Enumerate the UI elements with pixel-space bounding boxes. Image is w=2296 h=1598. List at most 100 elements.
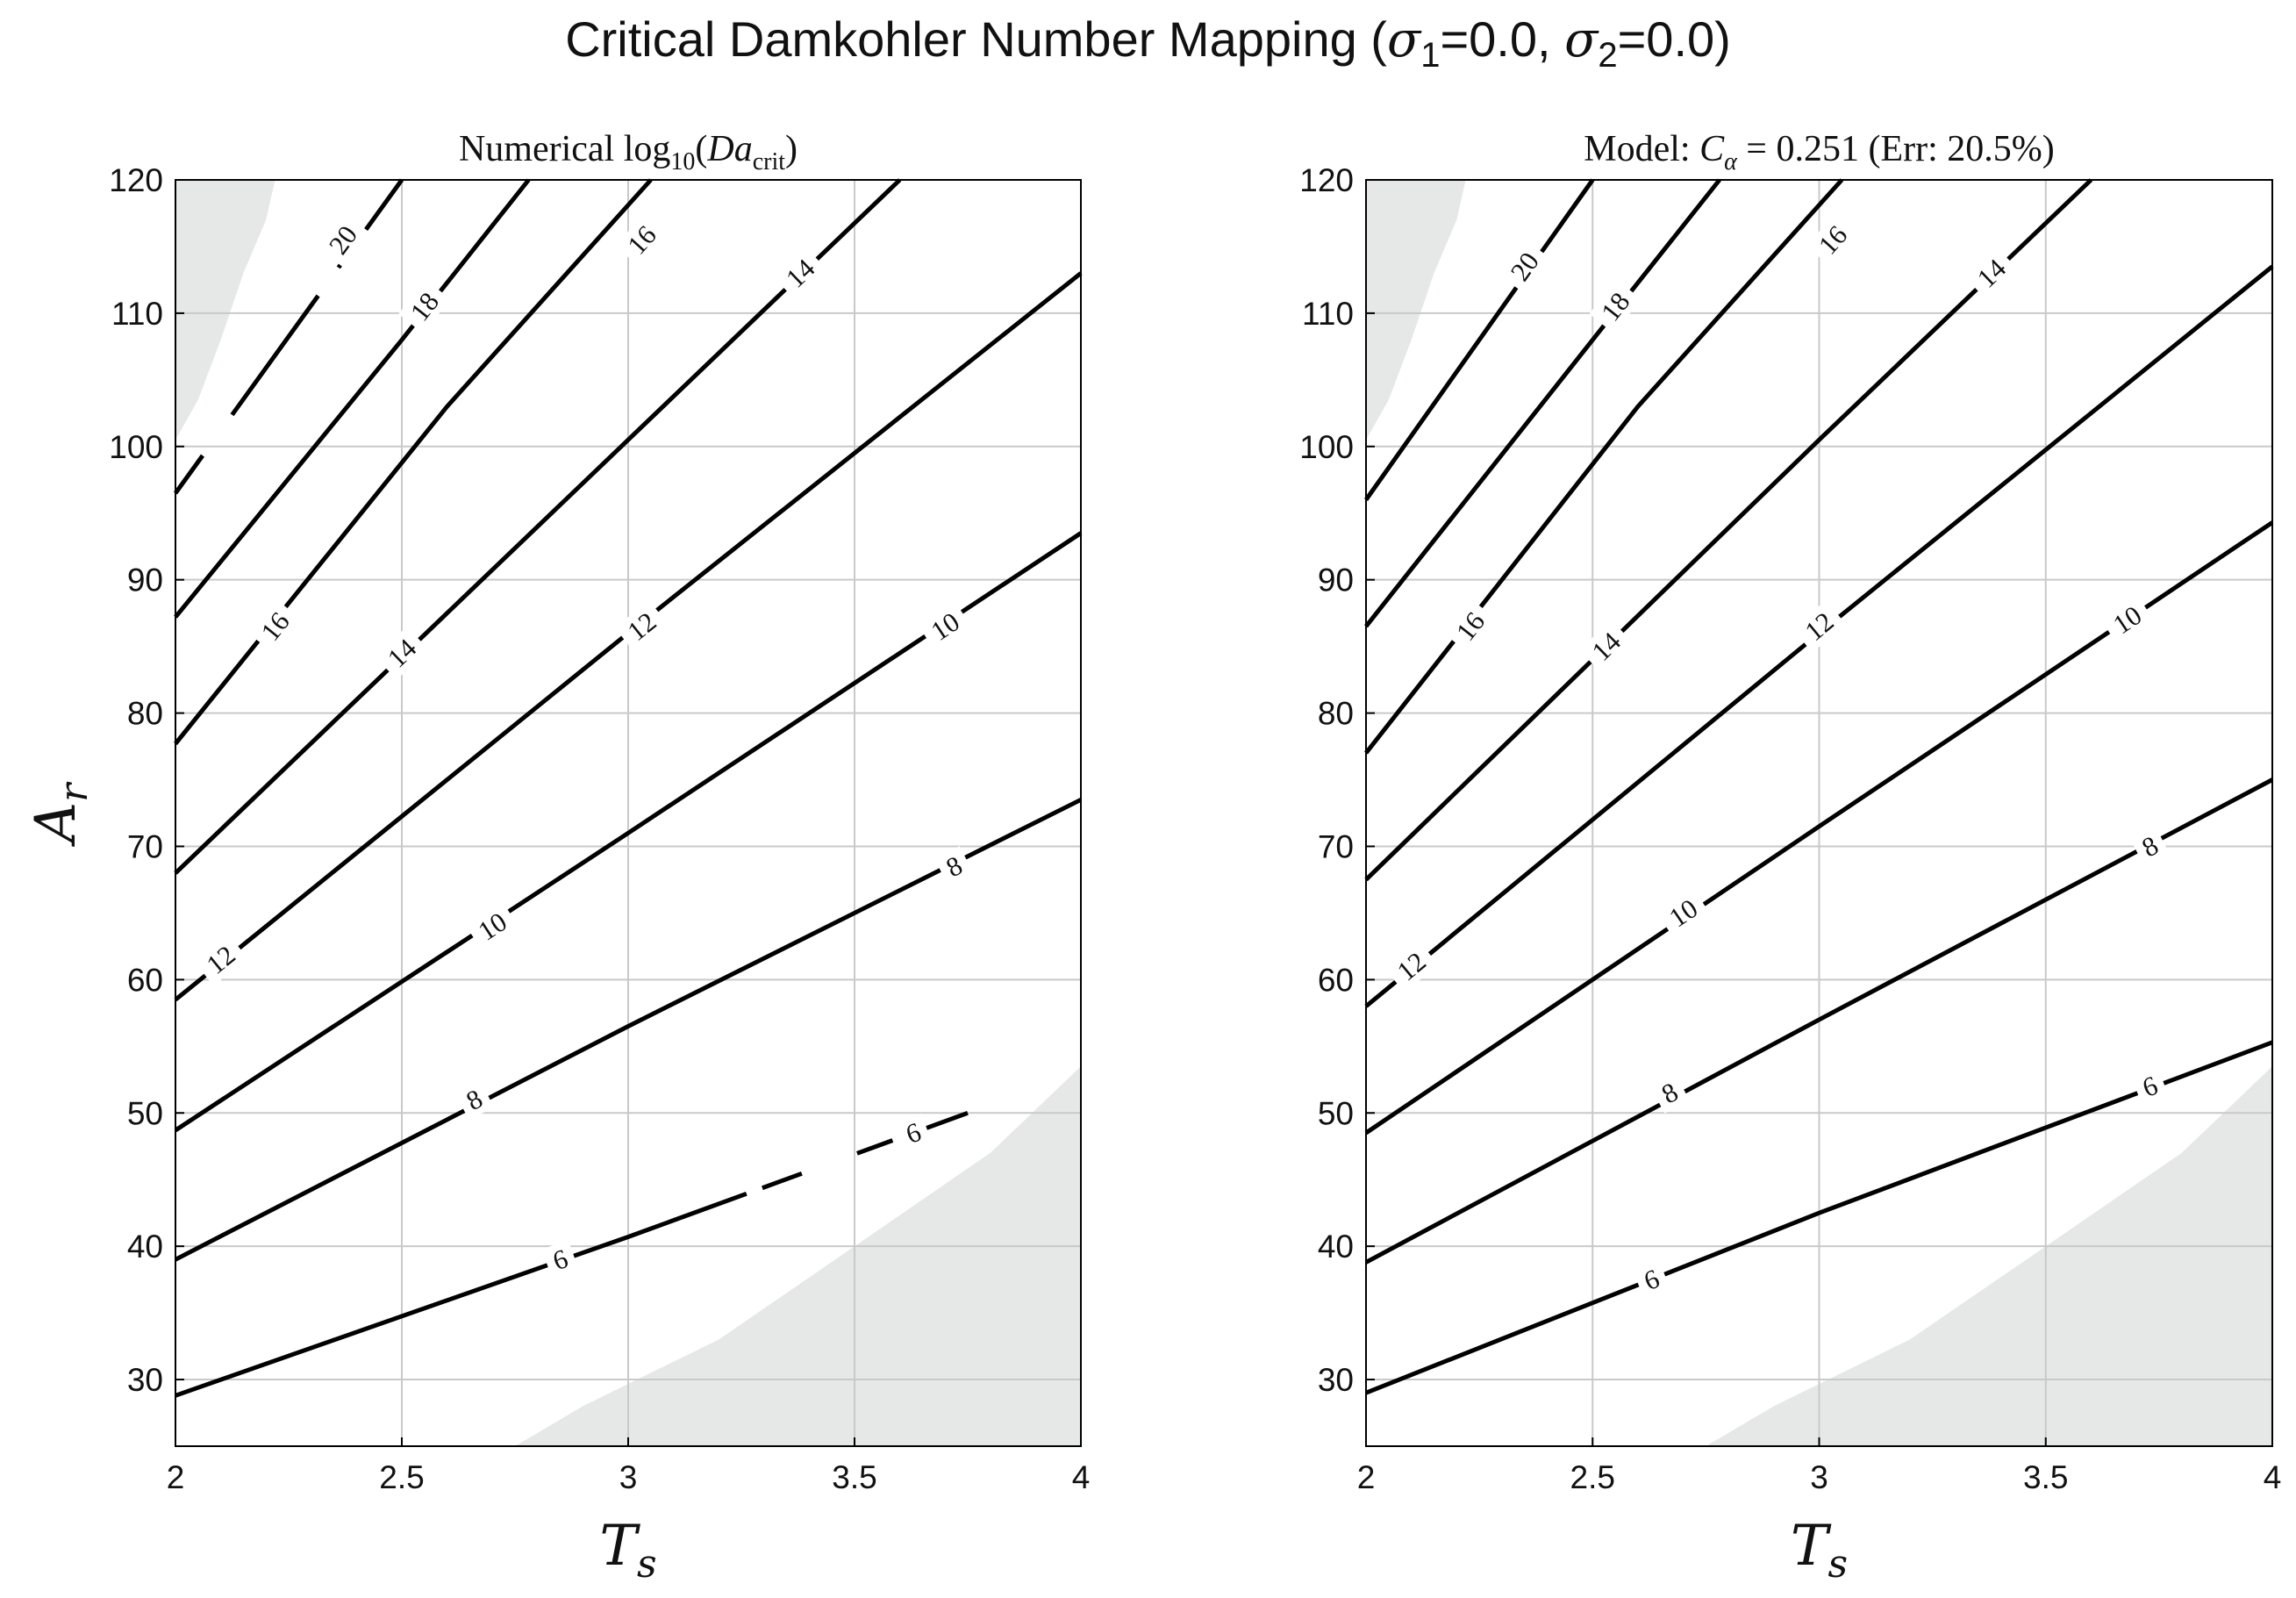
- figure-title: Critical Damkohler Number Mapping (σ1=0.…: [0, 11, 2296, 75]
- contour-label-background: [1589, 279, 1642, 334]
- sigma2-subscript: 2: [1598, 36, 1618, 75]
- contour-label-group: 8: [1649, 1072, 1690, 1114]
- y-tick-label: 80: [1318, 696, 1354, 732]
- y-tick-label: 40: [1318, 1229, 1354, 1265]
- y-tick-label: 60: [1318, 962, 1354, 998]
- contour-label-background: [1964, 247, 2019, 300]
- sigma1-subscript: 1: [1420, 36, 1441, 75]
- x-axis-label: Ts: [1791, 1514, 1848, 1587]
- x-tick-label: 2: [167, 1459, 185, 1495]
- panel-title-variable-subscript: α: [1724, 148, 1738, 176]
- panel-title-variable-subscript: crit: [753, 148, 786, 176]
- y-axis-label: Ar: [24, 781, 97, 847]
- contour-label-background: [1649, 1072, 1690, 1114]
- contour-label-group: 6: [894, 1113, 933, 1153]
- contour-label-background: [2129, 826, 2171, 867]
- contour-label-background: [398, 279, 451, 334]
- contour-label-background: [248, 599, 302, 654]
- x-tick-label: 2: [1357, 1459, 1376, 1495]
- y-tick-label: 120: [1299, 162, 1354, 198]
- y-tick-label: 120: [109, 162, 163, 198]
- sigma1-value: =0.0,: [1440, 11, 1565, 67]
- contour-label-background: [317, 212, 369, 268]
- contour-label-background: [1656, 887, 1711, 939]
- y-tick-label: 100: [109, 429, 163, 465]
- y-tick-label: 110: [1302, 296, 1354, 332]
- contour-label-background: [541, 1240, 579, 1279]
- sigma2-value: =0.0): [1617, 11, 1731, 67]
- contour-label-group: 8: [934, 846, 974, 887]
- panel-title-prefix: Numerical log: [459, 129, 670, 169]
- y-tick-label: 30: [1318, 1362, 1354, 1398]
- y-axis-label-main: A: [24, 802, 89, 847]
- contour-line-18: [174, 178, 531, 619]
- contour-label-background: [1579, 620, 1634, 673]
- y-tick-label: 90: [127, 563, 163, 598]
- contour-label-background: [894, 1113, 933, 1153]
- y-tick-label: 70: [1318, 828, 1354, 864]
- contour-label-background: [2099, 594, 2155, 646]
- contour-label-background: [1444, 599, 1497, 654]
- contour-label-background: [193, 933, 248, 986]
- x-axis-label-main: T: [1791, 1514, 1832, 1579]
- y-tick-label: 50: [127, 1095, 163, 1131]
- panel-title-rest: = 0.251 (Err: 20.5%): [1737, 129, 2055, 169]
- panel-title-subscript: 10: [670, 148, 695, 176]
- contour-label-background: [454, 1078, 495, 1121]
- shaded-region-upper-left: [175, 180, 275, 441]
- sigma1-symbol: σ: [1386, 11, 1421, 68]
- shaded-region-upper-left: [1366, 180, 1466, 441]
- sigma2-symbol: σ: [1564, 11, 1599, 68]
- contour-label-background: [1498, 239, 1550, 294]
- panel-title-open-paren: (: [695, 129, 707, 169]
- panel-title-prefix: Model:: [1584, 129, 1699, 169]
- x-axis-label-subscript: s: [1828, 1542, 1849, 1587]
- y-tick-label: 70: [127, 828, 163, 864]
- x-axis-label-subscript: s: [637, 1542, 657, 1587]
- contour-label-group: 20: [317, 212, 369, 268]
- contour-label-background: [1792, 600, 1847, 653]
- contour-line-6: [175, 1110, 969, 1398]
- contour-label-background: [1384, 940, 1439, 992]
- contour-label-background: [615, 212, 669, 268]
- contour-label-background: [918, 600, 972, 652]
- contour-label-group: 6: [2131, 1066, 2169, 1107]
- contour-label-group: 10: [2099, 594, 2155, 646]
- contour-label-background: [1806, 212, 1860, 268]
- y-axis-label-subscript: r: [52, 781, 97, 802]
- contour-label-background: [773, 247, 827, 300]
- contour-label-group: 12: [1792, 600, 1847, 653]
- contour-line-20: [1363, 178, 1595, 501]
- panel-title: Model: Cα = 0.251 (Err: 20.5%): [1584, 129, 2055, 176]
- contour-label-background: [375, 626, 429, 680]
- panel-title-variable: Da: [706, 129, 752, 169]
- contour-line-18: [1364, 178, 1721, 628]
- contour-label-group: 8: [454, 1078, 495, 1121]
- x-tick-label: 3.5: [2023, 1459, 2068, 1495]
- contour-label-background: [465, 900, 519, 952]
- contour-line-6: [1365, 1040, 2273, 1395]
- y-tick-label: 80: [127, 696, 163, 732]
- x-axis-label-main: T: [599, 1514, 640, 1579]
- y-tick-label: 50: [1318, 1095, 1354, 1131]
- y-tick-label: 100: [1299, 429, 1354, 465]
- x-tick-label: 3: [619, 1459, 638, 1495]
- contour-label-background: [614, 600, 669, 653]
- x-tick-label: 2.5: [379, 1459, 424, 1495]
- shaded-region-lower-right: [1706, 1066, 2272, 1446]
- y-tick-label: 60: [127, 962, 163, 998]
- contour-line-8: [1364, 778, 2274, 1265]
- x-axis-label: Ts: [599, 1514, 656, 1587]
- y-tick-label: 90: [1318, 563, 1354, 598]
- panel-title-close-paren: ): [785, 129, 798, 169]
- x-tick-label: 3.5: [832, 1459, 876, 1495]
- contour-line-8: [174, 798, 1083, 1262]
- contour-label-group: 16: [615, 212, 669, 268]
- y-tick-label: 30: [127, 1362, 163, 1398]
- y-tick-label: 110: [111, 296, 163, 332]
- contour-label-background: [1632, 1259, 1670, 1300]
- x-tick-label: 3: [1810, 1459, 1828, 1495]
